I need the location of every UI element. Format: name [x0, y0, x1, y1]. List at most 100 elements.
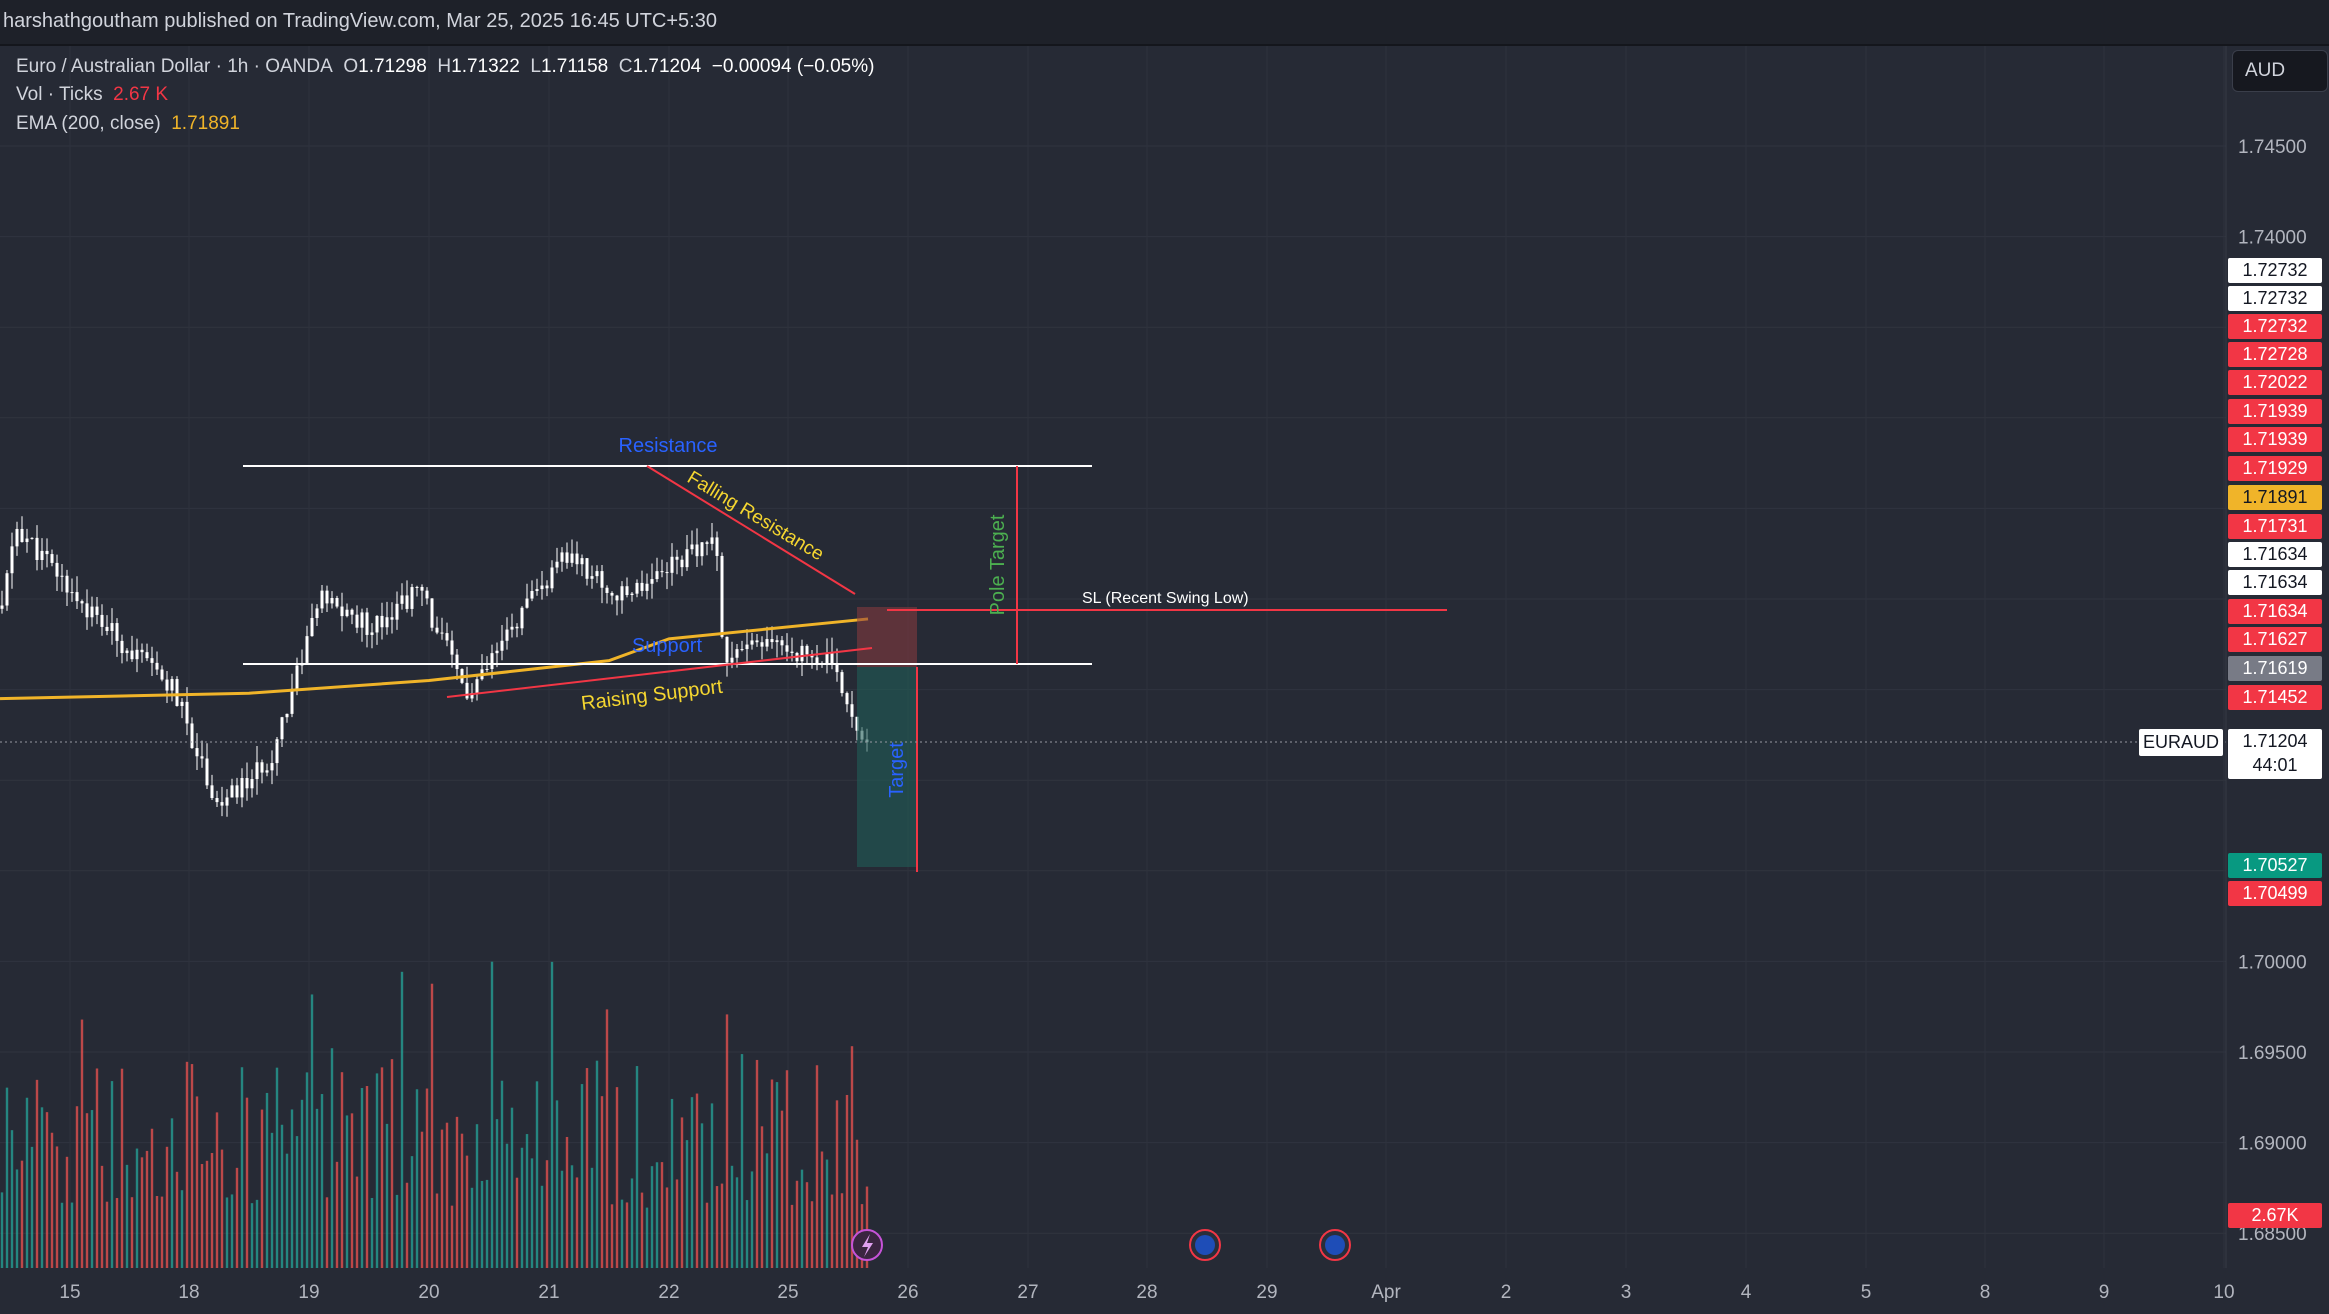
candle: [760, 636, 764, 660]
volume-bar: [125, 1164, 129, 1268]
volume-bar: [205, 1160, 209, 1268]
candle: [565, 542, 569, 569]
time-tick-label: 25: [777, 1282, 798, 1303]
volume-bar: [20, 1160, 24, 1268]
volume-bar: [60, 1202, 64, 1268]
candle: [345, 603, 349, 618]
candle: [850, 690, 854, 728]
lightning-event-icon[interactable]: [851, 1229, 883, 1261]
legend-low-label: L: [530, 56, 541, 77]
candle: [370, 623, 374, 649]
time-axis[interactable]: 15 18 19 20 21 22 25 26 27 28 29 Apr 2 3 4 5 8 9 10: [59, 1282, 2234, 1303]
price-axis[interactable]: 1.74500 1.74000 1.70000 1.69500 1.69000 1.685…: [2238, 137, 2307, 1245]
candle: [750, 632, 754, 650]
candle: [560, 547, 564, 572]
candle: [660, 559, 664, 578]
time-tick-label: 15: [59, 1282, 80, 1303]
volume-bar: [415, 1089, 419, 1268]
candle: [265, 763, 269, 777]
legend-open-label: O: [343, 56, 359, 77]
price-level-tag: 1.71619: [2228, 656, 2322, 681]
eu-event-icon[interactable]: [1189, 1229, 1221, 1261]
volume-bar: [240, 1067, 244, 1268]
volume-bar: [765, 1153, 769, 1268]
candle: [210, 774, 214, 801]
price-level-tag: 1.70527: [2228, 853, 2322, 878]
falling-resistance-line[interactable]: [646, 465, 856, 595]
time-tick-label: 18: [178, 1282, 199, 1303]
candle: [0, 590, 4, 614]
volume-bar: [195, 1096, 199, 1268]
candle: [720, 552, 724, 639]
candle: [315, 604, 319, 626]
support-label: Support: [632, 635, 702, 657]
volume-bar: [385, 1123, 389, 1268]
volume-bar: [695, 1093, 699, 1268]
ema-200-line[interactable]: [0, 617, 869, 701]
price-level-tag: 1.72732: [2228, 258, 2322, 283]
candle: [40, 538, 44, 570]
legend-open: 1.71298: [358, 56, 427, 77]
volume-bar: [580, 1084, 584, 1268]
candle: [410, 583, 414, 617]
volume-bar: [585, 1068, 589, 1268]
volume-bar: [460, 1133, 464, 1268]
candle: [815, 644, 819, 671]
time-tick-label: 5: [1861, 1282, 1872, 1303]
volume-bar: [355, 1176, 359, 1268]
volume-bar: [685, 1140, 689, 1268]
raising-support-line[interactable]: [446, 647, 873, 698]
volume-bar: [455, 1116, 459, 1268]
grid-lines: [0, 46, 2226, 1268]
candle: [360, 608, 364, 642]
price-candles: [0, 516, 869, 817]
candle: [350, 608, 354, 625]
candle: [545, 580, 549, 597]
target-zone[interactable]: [857, 667, 917, 867]
volume-bar: [760, 1126, 764, 1268]
volume-bars: [0, 961, 869, 1268]
volume-bar: [780, 1110, 784, 1268]
currency-badge[interactable]: AUD: [2232, 50, 2328, 92]
candle: [10, 532, 14, 589]
volume-bar: [710, 1103, 714, 1268]
price-level-tag: 1.71452: [2228, 685, 2322, 710]
candle: [120, 634, 124, 664]
target-label: Target: [886, 742, 908, 798]
price-level-tag: 1.71891: [2228, 485, 2322, 510]
candle: [225, 789, 229, 817]
legend-low: 1.71158: [540, 56, 609, 77]
candle: [90, 596, 94, 627]
candle: [245, 762, 249, 801]
candle: [160, 665, 164, 682]
candle: [430, 598, 434, 632]
price-level-tag: 1.71627: [2228, 627, 2322, 652]
volume-bar: [160, 1196, 164, 1268]
volume-bar: [375, 1073, 379, 1268]
volume-bar: [715, 1186, 719, 1268]
candle: [320, 585, 324, 614]
candle: [645, 573, 649, 600]
candle: [65, 569, 69, 606]
candle: [375, 615, 379, 645]
candle: [5, 570, 9, 611]
volume-bar: [320, 1094, 324, 1268]
volume-bar: [515, 1177, 519, 1268]
candle: [755, 634, 759, 647]
candle: [100, 604, 104, 636]
candle: [705, 540, 709, 556]
volume-label: Vol · Ticks: [16, 84, 103, 105]
volume-bar: [270, 1132, 274, 1268]
candle: [180, 698, 184, 719]
eu-event-icon-2[interactable]: [1319, 1229, 1351, 1261]
volume-bar: [470, 1187, 474, 1268]
candle: [380, 602, 384, 640]
volume-bar: [675, 1179, 679, 1268]
volume-bar: [610, 1204, 614, 1268]
chart-canvas[interactable]: Resistance Support Falling Resistance Ra…: [0, 46, 2329, 1314]
volume-bar: [180, 1190, 184, 1268]
time-tick-label: 27: [1017, 1282, 1038, 1303]
volume-bar: [300, 1099, 304, 1268]
price-level-tag: 1.72022: [2228, 370, 2322, 395]
stop-loss-zone[interactable]: [857, 607, 917, 667]
